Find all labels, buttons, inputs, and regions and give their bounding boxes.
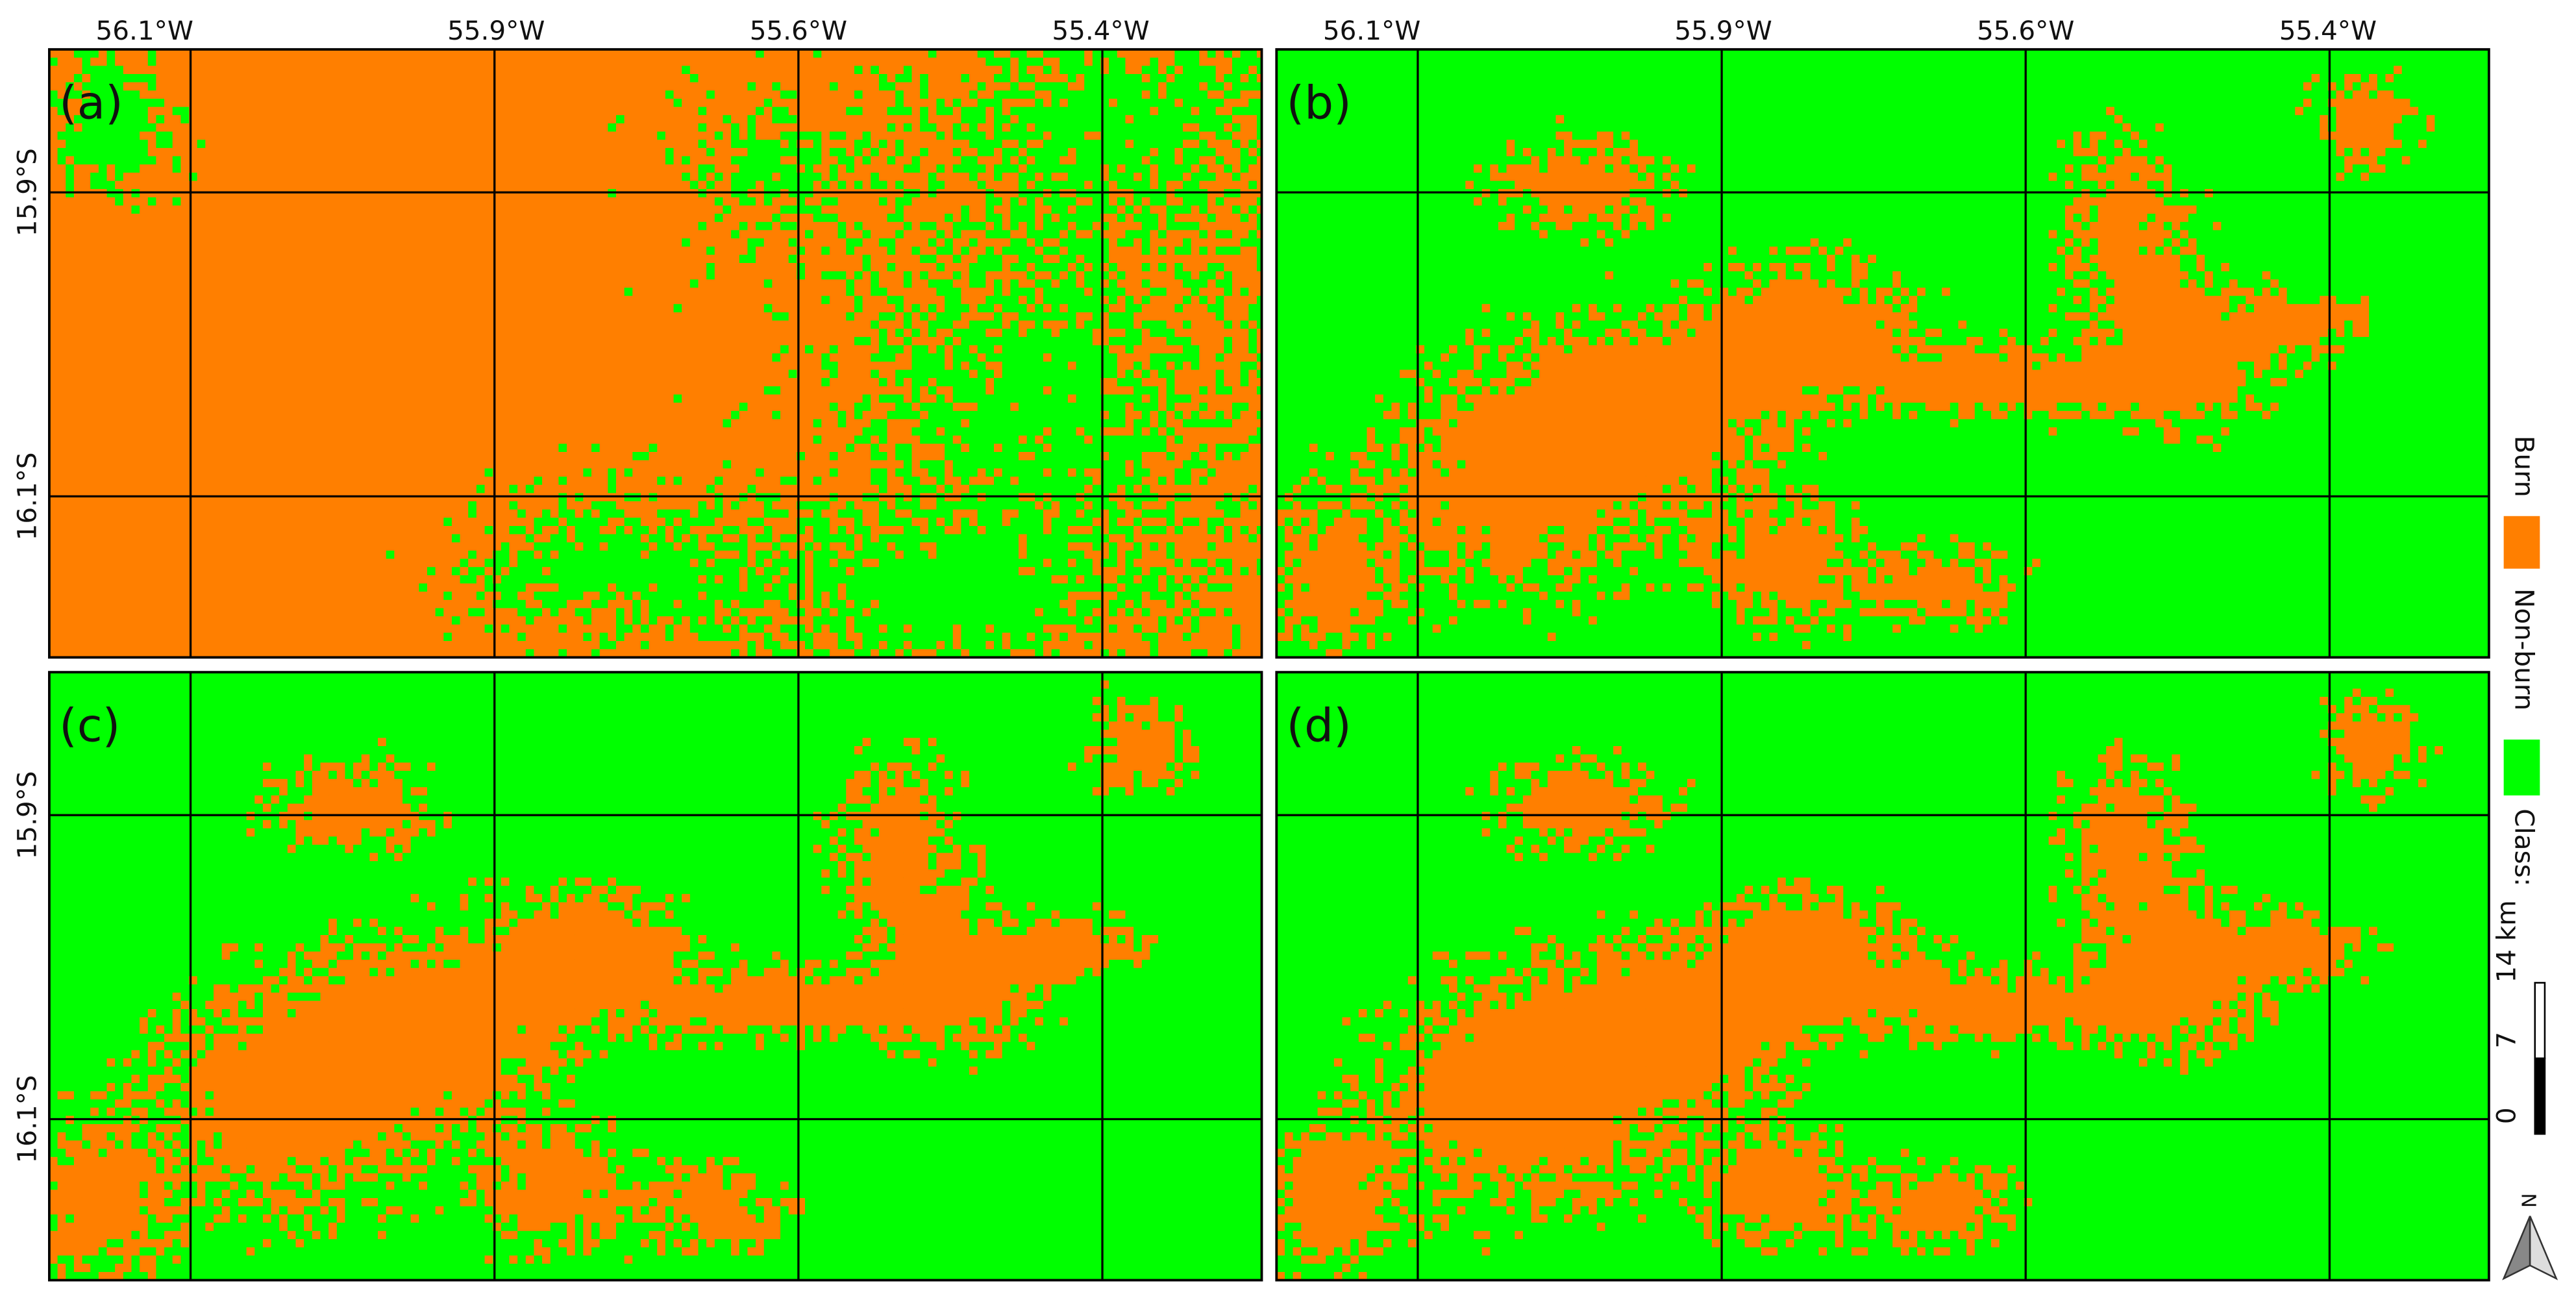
legend-title: Class: — [2508, 808, 2540, 886]
map-frame — [48, 48, 1263, 659]
panel-label: (a) — [59, 75, 123, 129]
legend-swatch — [2503, 739, 2540, 795]
labels: (a) (b) (c) (d) 56.1°W 55.9°W 55.6°W 55.4°W… — [12, 15, 2377, 1164]
burn-area — [1276, 688, 2444, 1281]
panel-label: (b) — [1286, 75, 1351, 129]
panel-label: (d) — [1286, 698, 1351, 752]
burn-area — [49, 680, 1200, 1281]
scale-label: 0 — [2490, 1107, 2521, 1124]
latitude-label: 16.1°S — [12, 1075, 43, 1163]
legend-item: Non-burn — [2508, 588, 2540, 710]
legend: Burn Non-burn Class: — [2503, 436, 2540, 886]
legend-swatch — [2503, 516, 2540, 569]
scale-label: 7 — [2490, 1032, 2521, 1049]
longitude-label: 55.6°W — [750, 15, 847, 46]
non-burn-area — [49, 49, 1262, 658]
longitude-label: 55.6°W — [1977, 15, 2074, 46]
latitude-label: 15.9°S — [12, 771, 43, 859]
scale-label: 14 km — [2490, 900, 2521, 982]
north-arrow: N — [2502, 1193, 2558, 1281]
maps — [48, 48, 2490, 1282]
map-frame — [1275, 671, 2490, 1282]
longitude-label: 55.4°W — [2279, 15, 2377, 46]
burn-area — [1276, 66, 2435, 658]
longitude-label: 55.4°W — [1052, 15, 1149, 46]
scale-bar: 0 7 14 km — [2490, 900, 2546, 1135]
map-frame — [48, 671, 1263, 1282]
latitude-label: 16.1°S — [12, 452, 43, 540]
north-label: N — [2516, 1193, 2539, 1208]
longitude-label: 56.1°W — [1323, 15, 1420, 46]
panel-label: (c) — [59, 698, 120, 752]
legend-item: Burn — [2508, 436, 2540, 497]
latitude-label: 15.9°S — [12, 148, 43, 236]
longitude-label: 55.9°W — [1674, 15, 1772, 46]
longitude-label: 55.9°W — [447, 15, 545, 46]
longitude-label: 56.1°W — [96, 15, 193, 46]
map-frame — [1275, 48, 2490, 659]
